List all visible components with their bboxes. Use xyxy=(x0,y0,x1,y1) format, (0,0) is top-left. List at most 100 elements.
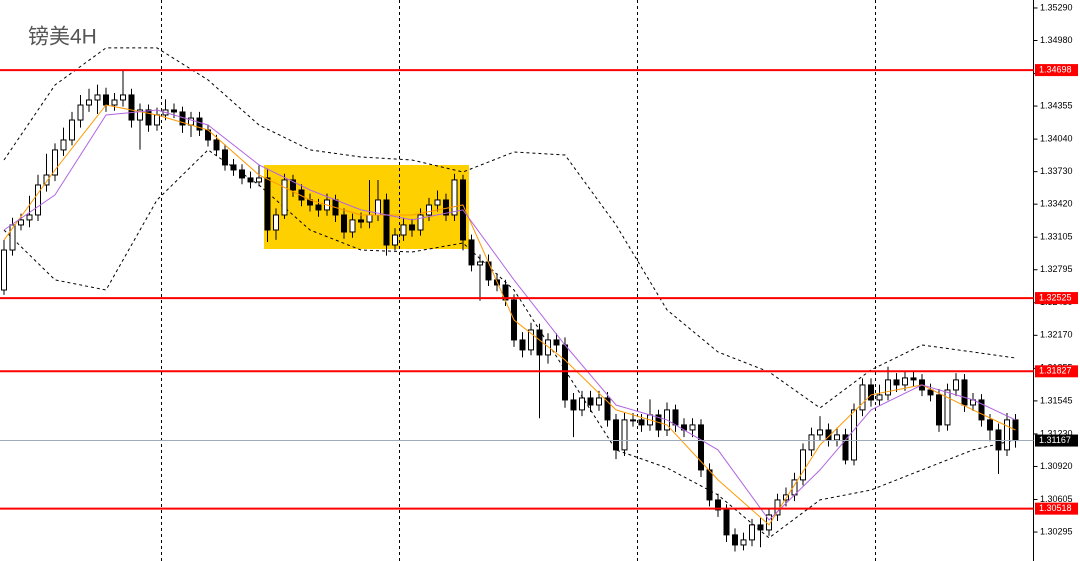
candle-body xyxy=(936,394,942,426)
y-tick-label: 1.33105 xyxy=(1040,232,1073,242)
candle-body xyxy=(536,329,543,356)
last-price-label: 1.31167 xyxy=(1039,435,1071,445)
candle-body xyxy=(485,261,492,281)
candle-body xyxy=(18,219,24,226)
highlight-box xyxy=(264,165,469,249)
level-label: 1.32525 xyxy=(1039,292,1072,302)
candle-body xyxy=(26,214,33,221)
candle-body xyxy=(86,99,92,106)
candle-body xyxy=(120,94,126,101)
candle-body xyxy=(961,379,968,406)
candle-body xyxy=(519,339,526,351)
level-label: 1.30518 xyxy=(1039,503,1072,513)
moving-average xyxy=(3,104,1016,526)
candle-body xyxy=(596,397,602,406)
candle-body xyxy=(222,149,228,166)
candle-body xyxy=(239,169,245,179)
candle-body xyxy=(43,174,50,186)
candle-body xyxy=(196,117,203,131)
candle-body xyxy=(978,399,985,421)
candle-body xyxy=(264,177,271,231)
candle-body xyxy=(817,429,823,436)
chart-title: 镑美4H xyxy=(28,26,97,49)
candle-body xyxy=(273,214,279,231)
candle-body xyxy=(689,424,696,431)
candle-body xyxy=(749,524,755,541)
candle-body xyxy=(740,539,747,546)
candle-body xyxy=(613,419,619,451)
candle-body xyxy=(409,224,415,231)
level-label: 1.34698 xyxy=(1039,64,1072,74)
candle-body xyxy=(553,339,560,346)
level-label-box xyxy=(1035,502,1078,515)
y-tick-label: 1.35290 xyxy=(1040,2,1073,12)
candle-body xyxy=(213,139,220,151)
candle-body xyxy=(885,379,891,396)
candle-body xyxy=(358,219,364,223)
y-tick-label: 1.31230 xyxy=(1040,428,1073,438)
candle-body xyxy=(800,449,806,481)
y-tick-label: 1.30920 xyxy=(1040,461,1073,471)
candle-body xyxy=(103,94,109,106)
candle-body xyxy=(111,99,118,106)
candle-body xyxy=(851,409,857,461)
candle-body xyxy=(281,179,288,216)
candle-body xyxy=(715,499,721,511)
candle-body xyxy=(154,114,160,126)
band-line xyxy=(3,47,1016,409)
candle-body xyxy=(834,434,840,441)
candle-body xyxy=(579,397,585,411)
candle-body xyxy=(1004,419,1010,451)
candle-body xyxy=(256,177,262,183)
y-tick-label: 1.34040 xyxy=(1040,133,1073,143)
candle-body xyxy=(672,409,679,426)
y-tick-label: 1.34980 xyxy=(1040,35,1073,45)
candle-body xyxy=(341,214,347,233)
candle-body xyxy=(400,224,407,236)
y-tick-label: 1.30295 xyxy=(1040,526,1073,536)
candle-body xyxy=(468,239,475,266)
candle-body xyxy=(230,164,237,171)
candle-body xyxy=(1012,419,1019,442)
y-tick-label: 1.30605 xyxy=(1040,494,1073,504)
level-label: 1.31827 xyxy=(1039,366,1072,376)
candle-body xyxy=(426,204,432,216)
candle-body xyxy=(570,399,577,411)
candle-body xyxy=(621,419,628,451)
moving-average xyxy=(3,109,1016,521)
candle-body xyxy=(732,534,738,546)
candle-body xyxy=(383,199,390,246)
candle-body xyxy=(910,377,917,381)
candle-body xyxy=(825,429,832,441)
candle-body xyxy=(876,394,883,401)
candle-body xyxy=(349,219,356,233)
candle-body xyxy=(902,377,908,386)
candle-body xyxy=(451,179,458,216)
candle-body xyxy=(630,419,636,422)
y-tick-label: 1.33730 xyxy=(1040,166,1073,176)
candle-body xyxy=(417,214,424,231)
candle-body xyxy=(859,384,866,411)
band-line xyxy=(3,149,1016,539)
level-label-box xyxy=(1035,365,1078,378)
candle-body xyxy=(638,419,645,426)
candle-body xyxy=(927,389,934,396)
candle-body xyxy=(528,329,534,351)
candle-body xyxy=(842,434,849,461)
level-label-box xyxy=(1035,64,1078,77)
candle-body xyxy=(698,424,704,471)
candle-body xyxy=(35,184,41,216)
candle-body xyxy=(706,469,713,501)
candle-body xyxy=(868,384,874,401)
candle-body xyxy=(290,179,296,191)
candle-body xyxy=(604,397,611,421)
candle-body xyxy=(987,419,993,431)
candle-body xyxy=(145,109,152,126)
candle-body xyxy=(94,94,101,101)
candle-body xyxy=(315,204,322,211)
last-price-label-box xyxy=(1035,434,1078,447)
candle-body xyxy=(545,339,551,356)
candle-body xyxy=(137,109,143,121)
y-tick-label: 1.34355 xyxy=(1040,100,1073,110)
